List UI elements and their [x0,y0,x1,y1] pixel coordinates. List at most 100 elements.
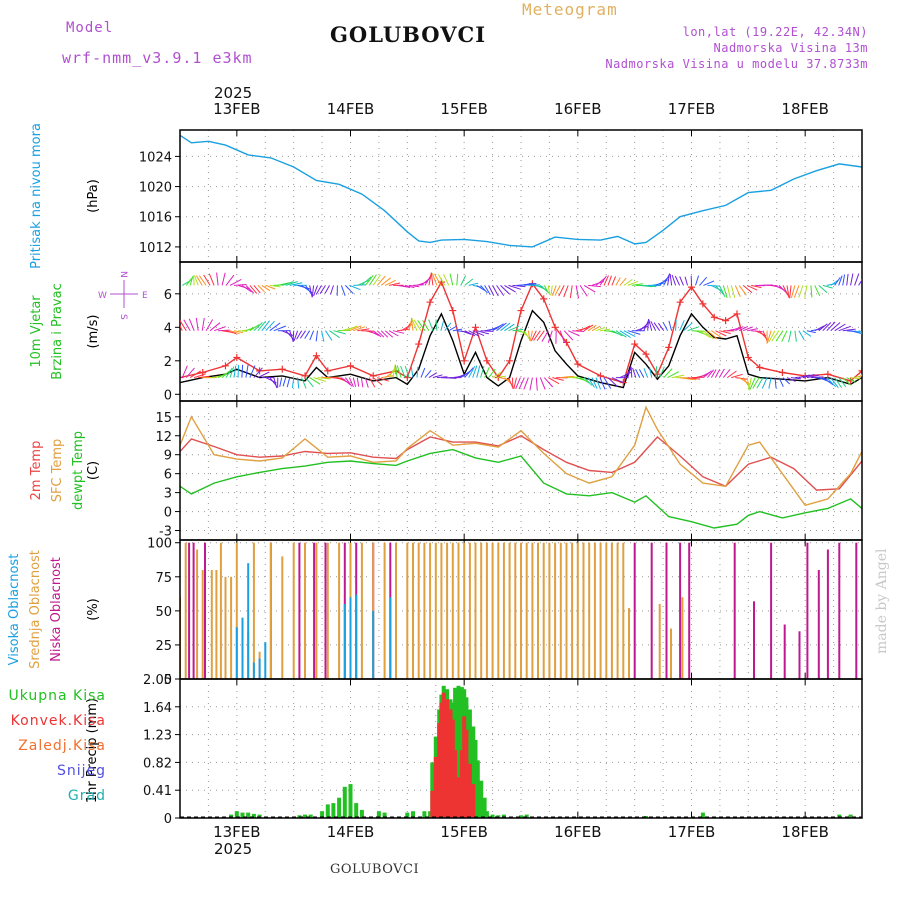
wind-arrow [653,322,661,331]
wind-arrow [376,330,385,338]
wind-arrow [766,330,772,344]
wind-arrow [615,330,627,338]
wind-arrow [273,325,287,332]
bar-visoka-oblacnost [372,610,375,679]
wind-arrow [508,284,522,290]
gust-marker [744,353,752,361]
wind-arrow [575,285,579,299]
y-tick-label: 100 [147,537,172,552]
wind-arrow [667,273,670,286]
wind-arrow [583,377,593,386]
bar-srednja-oblacnost [224,576,227,679]
wind-arrow [595,326,606,332]
wind-arrow [822,284,833,289]
wind-arrow [846,377,857,384]
wind-arrow [530,330,537,342]
wind-arrow [830,322,841,332]
y-axis-label: 2m Temp [29,441,44,501]
bar-visoka-oblacnost [247,563,250,679]
compass-s: S [118,314,128,320]
wind-arrow [675,319,677,331]
wind-arrow [257,320,267,332]
x-tick-top: 13FEB [213,100,260,118]
wind-arrow [718,285,726,298]
wind-arrow [241,284,252,293]
wind-arrow [428,372,438,379]
bar-niska-oblacnost [650,542,653,679]
wind-arrow [449,273,454,286]
x-tick-bottom: 16FEB [554,823,601,841]
y-unit-label: (m/s) [86,315,101,349]
x-tick-bottom: 14FEB [327,823,374,841]
wind-arrow [774,377,777,389]
wind-arrow [217,372,228,379]
wind-arrow [838,377,847,388]
panel-frame [179,678,863,819]
wind-arrow [558,285,565,297]
gust-marker [221,362,229,370]
gust-marker [347,362,354,370]
gust-marker [278,365,286,373]
bar-niska-oblacnost [753,601,755,679]
bar-ukupna-kisa [229,814,234,818]
gust-marker [710,313,718,321]
bar-ukupna-kisa [422,811,427,818]
wind-arrow [731,373,743,379]
wind-arrow [500,285,511,295]
lonlat-label: lon,lat (19.22E, 42.34N) [682,25,868,39]
wind-arrow [583,284,596,293]
bar-srednja-oblacnost [616,542,619,679]
wind-arrow [603,377,612,389]
wind-arrow [703,370,712,378]
wind-arrow [515,377,521,389]
wind-arrow [296,330,303,340]
wind-arrow [360,276,372,286]
bar-konvek-kisa [462,716,467,818]
series-line-sfc-temp [180,405,862,507]
wind-arrow [611,276,617,286]
y-axis-label: Pritisak na nivou mora [29,123,44,269]
wind-arrow [572,330,585,332]
wind-arrow [563,285,569,298]
wind-arrow [357,328,370,332]
wind-arrow [265,320,275,332]
wind-arrow [854,273,860,286]
bar-srednja-oblacnost [269,542,272,679]
bar-srednja-oblacnost [292,542,295,679]
bar-ukupna-kisa [376,811,381,818]
wind-arrow [679,276,684,286]
y-axis-label: 10m Vjetar [29,295,44,368]
wind-arrow [189,370,201,379]
bar-srednja-oblacnost [395,542,397,679]
wind-arrow [356,377,360,387]
wind-arrow [404,284,415,289]
wind-arrow [768,377,772,389]
wind-arrow [810,376,824,379]
wind-arrow [301,377,307,389]
wind-arrow [428,272,432,286]
wind-arrow [669,273,673,286]
gust-marker [574,360,582,368]
wind-arrow [464,367,474,378]
wind-arrow [627,330,641,335]
series-group [180,134,862,248]
wind-arrow [631,283,644,286]
wind-arrow [233,284,247,286]
series-line-pritisak-na-nivou-mora [180,134,862,248]
wind-arrow [188,318,195,331]
wind-arrow [253,285,261,294]
bar-srednja-oblacnost [548,542,551,679]
y-tick-label: -3 [159,525,172,540]
wind-arrow [410,366,414,378]
bar-srednja-oblacnost [412,542,414,679]
bar-srednja-oblacnost [372,542,375,679]
bar-srednja-oblacnost [681,597,684,679]
wind-arrow [752,377,760,389]
wind-arrow [564,375,575,379]
wind-arrow [552,285,557,296]
wind-arrow [583,324,594,332]
wind-arrow [484,285,491,296]
wind-arrow [413,319,422,331]
wind-arrow [416,281,428,286]
wind-arrow [289,282,303,286]
